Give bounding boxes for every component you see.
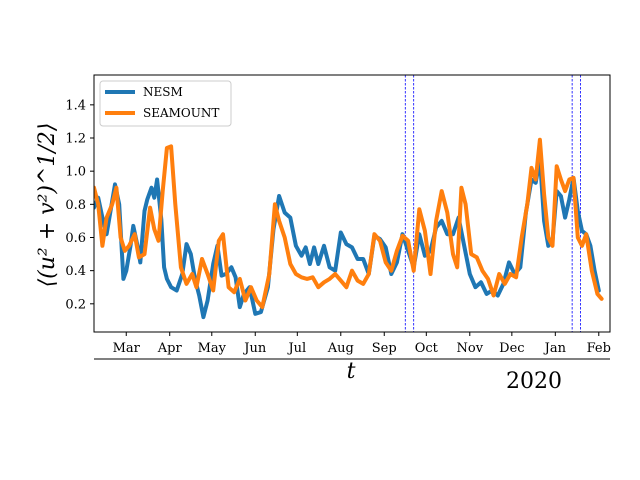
series-lines	[94, 137, 604, 320]
legend: NESM SEAMOUNT	[99, 80, 232, 127]
y-tick-label: 0.6	[65, 231, 86, 246]
legend-label-nesm: NESM	[143, 85, 183, 99]
x-tick-label: Mar	[113, 341, 141, 356]
y-axis-label: ⟨(u² + v²)^1/2⟩	[35, 123, 60, 288]
x-tick-label: Apr	[157, 341, 183, 356]
x-axis-label: t	[347, 359, 356, 384]
y-axis-ticks: 0.2 0.4 0.6 0.8 1.0 1.2 1.4	[65, 98, 94, 312]
plot-area-frame	[93, 74, 611, 333]
y-tick-label: 0.4	[65, 264, 86, 279]
x-tick-label: Jan	[543, 341, 567, 356]
vertical-marker-lines	[404, 75, 581, 332]
year-label: 2020	[506, 369, 562, 394]
x-tick-label: Sep	[372, 341, 397, 356]
y-tick-label: 1.2	[65, 132, 86, 147]
x-tick-label: May	[198, 341, 227, 356]
x-tick-label: Oct	[415, 341, 439, 356]
x-tick-label: Jun	[242, 341, 267, 356]
y-tick-label: 1.0	[65, 165, 86, 180]
legend-label-seamount: SEAMOUNT	[143, 106, 219, 120]
y-tick-label: 1.4	[65, 98, 86, 113]
y-tick-label: 0.2	[65, 297, 86, 312]
y-tick-label: 0.8	[65, 198, 86, 213]
x-tick-label: Jul	[286, 341, 306, 356]
x-tick-label: Dec	[499, 341, 524, 356]
x-axis-ticks: Mar Apr May Jun Jul Aug Sep Oct Nov Dec Jan Feb	[113, 332, 611, 356]
x-tick-label: Nov	[457, 341, 484, 356]
series-line-seamount	[94, 137, 604, 310]
x-tick-label: Feb	[587, 341, 611, 356]
x-tick-label: Aug	[327, 341, 354, 356]
